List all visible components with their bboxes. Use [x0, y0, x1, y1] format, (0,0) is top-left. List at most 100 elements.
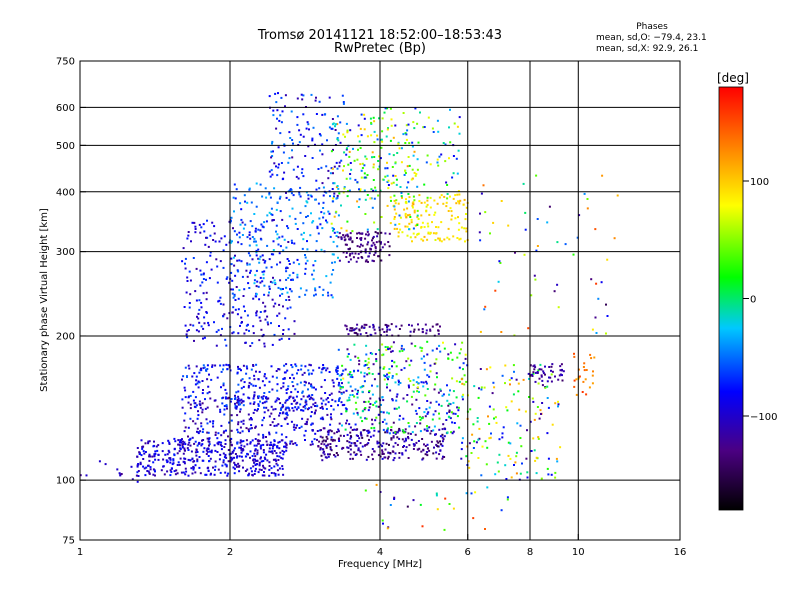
- data-point: [118, 472, 121, 475]
- data-point: [260, 456, 262, 459]
- data-point: [244, 200, 246, 203]
- data-point: [408, 196, 411, 199]
- data-point: [239, 408, 242, 411]
- data-point: [348, 423, 351, 426]
- data-point: [130, 465, 133, 468]
- data-point: [254, 426, 257, 429]
- data-point: [306, 201, 309, 204]
- data-point: [439, 449, 442, 452]
- data-point: [276, 237, 279, 240]
- data-point: [425, 380, 428, 383]
- phase-colorbar: [718, 86, 744, 511]
- data-point: [427, 231, 430, 234]
- data-point: [199, 472, 202, 475]
- data-point: [340, 238, 343, 241]
- data-point: [337, 256, 339, 259]
- data-point: [340, 159, 343, 162]
- data-point: [185, 291, 188, 294]
- data-point: [291, 207, 294, 210]
- data-point: [416, 390, 419, 393]
- data-point: [313, 294, 315, 297]
- data-point: [359, 442, 362, 445]
- data-point: [193, 339, 195, 342]
- data-point: [398, 429, 401, 432]
- data-point: [416, 209, 419, 212]
- data-point: [361, 420, 364, 423]
- data-point: [320, 454, 323, 457]
- data-point: [339, 387, 342, 389]
- data-point: [356, 181, 359, 184]
- data-point: [363, 164, 366, 167]
- data-point: [290, 391, 293, 394]
- data-point: [310, 93, 313, 96]
- data-point: [157, 458, 160, 461]
- data-point: [561, 374, 563, 377]
- data-point: [369, 352, 372, 355]
- data-point: [258, 386, 261, 389]
- data-point: [191, 221, 194, 224]
- data-point: [447, 353, 450, 356]
- data-point: [357, 252, 360, 255]
- data-point: [320, 402, 323, 405]
- data-point: [448, 411, 451, 413]
- data-point: [271, 142, 273, 145]
- data-point: [253, 408, 256, 411]
- data-point: [519, 472, 522, 475]
- data-point: [290, 278, 293, 281]
- data-point: [290, 420, 293, 423]
- data-point: [398, 223, 401, 225]
- data-point: [406, 186, 408, 189]
- data-point: [231, 279, 234, 282]
- data-point: [306, 259, 309, 262]
- data-point: [532, 437, 535, 440]
- data-point: [319, 407, 322, 409]
- data-point: [394, 452, 397, 455]
- data-point: [398, 427, 401, 430]
- data-point: [196, 451, 199, 453]
- data-point: [243, 381, 246, 384]
- data-point: [344, 243, 347, 246]
- data-point: [423, 355, 425, 358]
- data-point: [228, 281, 231, 284]
- data-point: [275, 101, 278, 104]
- data-point: [281, 110, 284, 113]
- data-point: [438, 196, 441, 199]
- data-point: [522, 378, 525, 381]
- data-point: [432, 131, 435, 133]
- data-point: [225, 429, 227, 432]
- data-point: [532, 365, 535, 368]
- data-point: [376, 385, 379, 388]
- data-point: [461, 341, 464, 344]
- data-point: [176, 452, 179, 455]
- data-point: [279, 210, 282, 213]
- data-point: [263, 345, 266, 348]
- data-point: [459, 199, 462, 202]
- data-point: [192, 460, 195, 463]
- data-point: [400, 192, 403, 194]
- data-point: [161, 450, 164, 453]
- data-point: [252, 465, 255, 468]
- data-point: [195, 375, 198, 378]
- data-point: [323, 443, 326, 446]
- data-point: [252, 297, 255, 300]
- data-point: [331, 118, 334, 120]
- data-point: [263, 456, 266, 459]
- data-point: [410, 342, 413, 345]
- data-point: [195, 329, 198, 332]
- data-point: [279, 294, 281, 297]
- data-point: [335, 235, 338, 237]
- data-point: [348, 441, 351, 444]
- data-point: [203, 366, 206, 369]
- data-point: [327, 433, 330, 436]
- data-point: [380, 403, 382, 406]
- data-point: [196, 417, 199, 420]
- data-point: [466, 364, 469, 367]
- data-point: [500, 200, 503, 202]
- data-point: [364, 237, 367, 240]
- data-point: [197, 410, 199, 413]
- data-point: [345, 229, 348, 232]
- data-point: [184, 262, 186, 265]
- data-point: [181, 398, 184, 401]
- data-point: [357, 257, 360, 260]
- data-point: [398, 414, 401, 417]
